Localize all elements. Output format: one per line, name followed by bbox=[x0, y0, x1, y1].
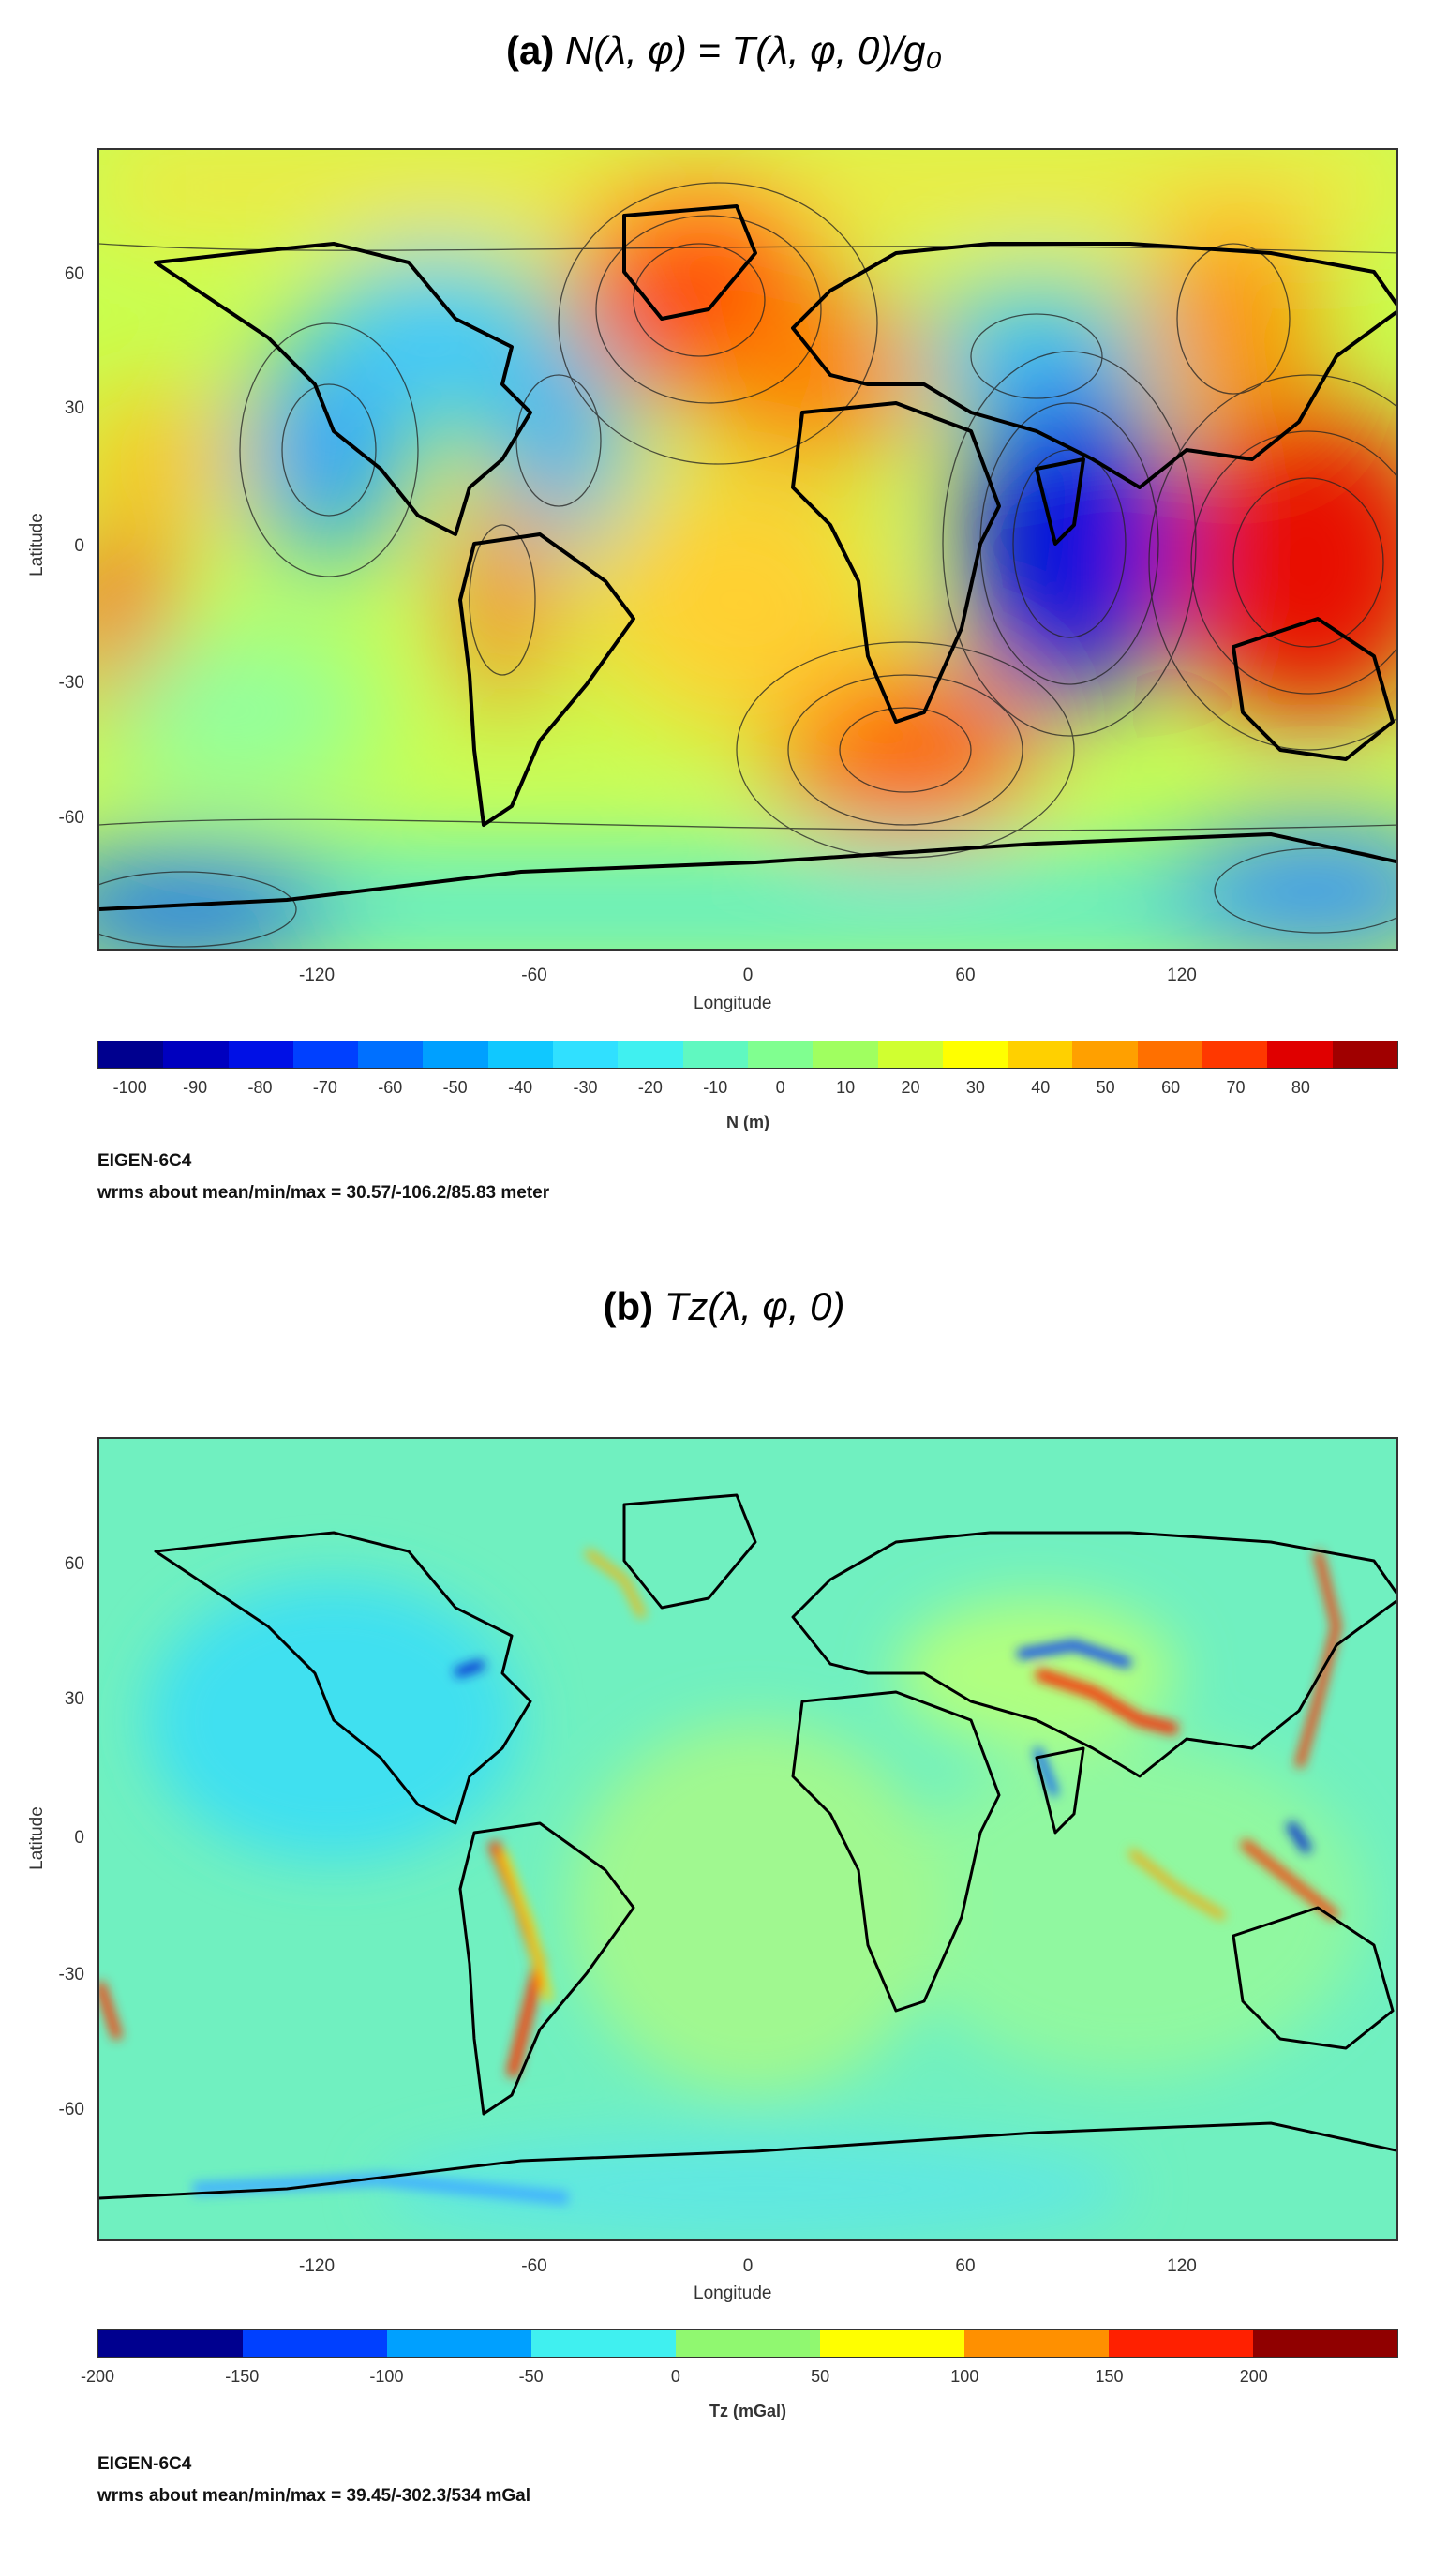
panel_a-colorbar-tick: -50 bbox=[442, 1078, 468, 1097]
panel_a-colorbar-tick: -20 bbox=[637, 1078, 663, 1097]
panel-b-xtick-m120: -120 bbox=[298, 2256, 336, 2276]
panel-a-xlabel: Longitude bbox=[694, 994, 772, 1013]
panel-a-xtick-0: 0 bbox=[742, 966, 754, 985]
panel_b-colorbar-tick: 200 bbox=[1239, 2367, 1268, 2386]
panel-b-xlabel: Longitude bbox=[694, 2284, 772, 2303]
panel_b-colorbar-tick: 100 bbox=[950, 2367, 979, 2386]
panel-b-ytick-m30: -30 bbox=[58, 1965, 84, 1984]
panel-a-model: EIGEN-6C4 bbox=[97, 1151, 192, 1171]
panel-b-title-prefix: (b) bbox=[603, 1284, 654, 1328]
panel_a-colorbar-tick: -70 bbox=[312, 1078, 337, 1097]
panel_a-colorbar-tick: 10 bbox=[836, 1078, 856, 1097]
panel-b-map bbox=[97, 1437, 1398, 2241]
panel_a-colorbar-tick: 50 bbox=[1096, 1078, 1115, 1097]
panel_b-colorbar-segment bbox=[964, 2330, 1109, 2357]
panel_a-colorbar-tick: -100 bbox=[112, 1078, 147, 1097]
panel-b-ytick-m60: -60 bbox=[58, 2100, 84, 2119]
panel-b-ytick-0: 0 bbox=[74, 1828, 84, 1848]
panel_a-colorbar-segment bbox=[942, 1041, 1008, 1068]
panel_b-colorbar-segment bbox=[98, 2330, 243, 2357]
panel-b-title-formula: Tz(λ, φ, 0) bbox=[664, 1284, 845, 1328]
panel-b-model: EIGEN-6C4 bbox=[97, 2454, 192, 2474]
panel-a-title: (a) N(λ, φ) = T(λ, φ, 0)/g₀ bbox=[0, 28, 1448, 73]
panel_b-colorbar-segment bbox=[1109, 2330, 1253, 2357]
panel_a-colorbar-tick: -40 bbox=[508, 1078, 533, 1097]
panel_a-colorbar-segment bbox=[423, 1041, 488, 1068]
panel-b-colorbar-label: Tz (mGal) bbox=[709, 2402, 786, 2420]
panel-b-stats: wrms about mean/min/max = 39.45/-302.3/5… bbox=[97, 2486, 531, 2506]
panel_a-colorbar-tick: 30 bbox=[965, 1078, 985, 1097]
panel-a-ytick-30: 30 bbox=[64, 398, 84, 418]
panel_a-colorbar-tick: 70 bbox=[1226, 1078, 1246, 1097]
panel_b-colorbar-segment bbox=[387, 2330, 531, 2357]
panel_a-colorbar-segment bbox=[682, 1041, 748, 1068]
panel_a-colorbar-segment bbox=[1072, 1041, 1138, 1068]
panel-b-xtick-0: 0 bbox=[742, 2256, 754, 2276]
panel_b-colorbar-tick: 150 bbox=[1095, 2367, 1124, 2386]
panel-b-xtick-60: 60 bbox=[955, 2256, 976, 2276]
panel_a-colorbar-segment bbox=[163, 1041, 229, 1068]
panel_a-colorbar-tick: -60 bbox=[378, 1078, 403, 1097]
panel-b-ytick-30: 30 bbox=[64, 1689, 84, 1709]
panel_a-colorbar-segment bbox=[358, 1041, 424, 1068]
panel-b-xtick-m60: -60 bbox=[521, 2256, 547, 2276]
panel-a-ylabel: Latitude bbox=[27, 513, 47, 577]
panel-a-ytick-0: 0 bbox=[74, 536, 84, 556]
panel_b-colorbar-tick: 50 bbox=[811, 2367, 830, 2386]
panel_a-colorbar-segment bbox=[98, 1041, 164, 1068]
panel_a-colorbar-segment bbox=[1267, 1041, 1333, 1068]
panel_a-colorbar-segment bbox=[1332, 1041, 1397, 1068]
panel-b-colorbar bbox=[97, 2329, 1398, 2358]
panel_a-colorbar-segment bbox=[228, 1041, 293, 1068]
panel_a-colorbar-tick: 60 bbox=[1161, 1078, 1181, 1097]
panel_a-colorbar-tick: -10 bbox=[703, 1078, 728, 1097]
panel_a-colorbar-segment bbox=[747, 1041, 814, 1068]
panel_a-colorbar-segment bbox=[618, 1041, 683, 1068]
panel-a-title-prefix: (a) bbox=[505, 28, 555, 72]
panel_b-colorbar-segment bbox=[531, 2330, 676, 2357]
panel-a-ytick-m60: -60 bbox=[58, 808, 84, 828]
panel-a-colorbar bbox=[97, 1041, 1398, 1069]
panel_a-colorbar-segment bbox=[292, 1041, 359, 1068]
panel-a-xtick-m60: -60 bbox=[521, 966, 547, 985]
panel-b-xtick-120: 120 bbox=[1167, 2256, 1197, 2276]
panel-a-ytick-m30: -30 bbox=[58, 673, 84, 693]
panel-a-xtick-120: 120 bbox=[1167, 966, 1197, 985]
panel_a-colorbar-segment bbox=[813, 1041, 878, 1068]
panel_a-colorbar-tick: 20 bbox=[901, 1078, 920, 1097]
panel_b-colorbar-tick: -50 bbox=[518, 2367, 544, 2386]
panel_a-colorbar-tick: -30 bbox=[573, 1078, 598, 1097]
panel-b-ytick-60: 60 bbox=[64, 1554, 84, 1574]
panel-a-xtick-60: 60 bbox=[955, 966, 976, 985]
panel_a-colorbar-tick: 0 bbox=[775, 1078, 785, 1097]
panel-a-xtick-m120: -120 bbox=[298, 966, 336, 985]
panel_b-colorbar-segment bbox=[820, 2330, 964, 2357]
panel_a-colorbar-tick: -80 bbox=[247, 1078, 273, 1097]
panel_a-colorbar-segment bbox=[877, 1041, 943, 1068]
panel_a-colorbar-tick: -90 bbox=[183, 1078, 208, 1097]
panel_b-colorbar-segment bbox=[243, 2330, 387, 2357]
panel_a-colorbar-segment bbox=[1137, 1041, 1203, 1068]
panel_b-colorbar-tick: -200 bbox=[80, 2367, 115, 2386]
panel-b-ylabel: Latitude bbox=[27, 1806, 47, 1870]
panel_b-colorbar-tick: 0 bbox=[670, 2367, 680, 2386]
panel_b-colorbar-segment bbox=[676, 2330, 820, 2357]
panel_a-colorbar-segment bbox=[553, 1041, 619, 1068]
panel_a-colorbar-tick: 40 bbox=[1031, 1078, 1051, 1097]
panel_a-colorbar-segment bbox=[1202, 1041, 1268, 1068]
panel_a-colorbar-segment bbox=[487, 1041, 554, 1068]
panel_a-colorbar-tick: 80 bbox=[1291, 1078, 1310, 1097]
panel-a-title-formula: N(λ, φ) = T(λ, φ, 0)/g₀ bbox=[564, 28, 943, 72]
panel-a-map bbox=[97, 148, 1398, 951]
panel-a-ytick-60: 60 bbox=[64, 264, 84, 284]
panel_a-colorbar-segment bbox=[1008, 1041, 1073, 1068]
panel_b-colorbar-segment bbox=[1253, 2330, 1397, 2357]
panel_b-colorbar-tick: -100 bbox=[369, 2367, 404, 2386]
panel-b-title: (b) Tz(λ, φ, 0) bbox=[0, 1284, 1448, 1329]
panel_b-colorbar-tick: -150 bbox=[225, 2367, 260, 2386]
panel-a-colorbar-label: N (m) bbox=[726, 1113, 769, 1131]
panel-a-stats: wrms about mean/min/max = 30.57/-106.2/8… bbox=[97, 1183, 550, 1203]
